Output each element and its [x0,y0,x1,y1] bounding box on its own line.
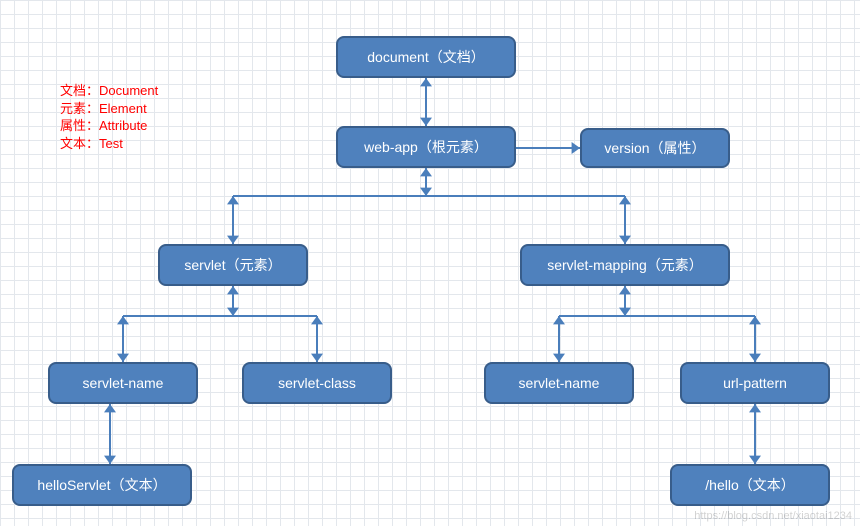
legend-line: 属性：Attribute [60,117,158,135]
legend-line: 文本：Test [60,135,158,153]
node-urlpattern: url-pattern [680,362,830,404]
node-servletmapping: servlet-mapping（元素） [520,244,730,286]
node-servletname2: servlet-name [484,362,634,404]
node-document: document（文档） [336,36,516,78]
node-version: version（属性） [580,128,730,168]
legend-line: 元素：Element [60,100,158,118]
watermark: https://blog.csdn.net/xiaotai1234 [694,510,852,522]
node-hello: /hello（文本） [670,464,830,506]
node-helloservlet: helloServlet（文本） [12,464,192,506]
legend-line: 文档：Document [60,82,158,100]
legend: 文档：Document元素：Element属性：Attribute文本：Test [60,82,158,152]
node-servletclass: servlet-class [242,362,392,404]
node-servletname1: servlet-name [48,362,198,404]
node-webapp: web-app（根元素） [336,126,516,168]
node-servlet: servlet（元素） [158,244,308,286]
grid-background [0,0,860,526]
